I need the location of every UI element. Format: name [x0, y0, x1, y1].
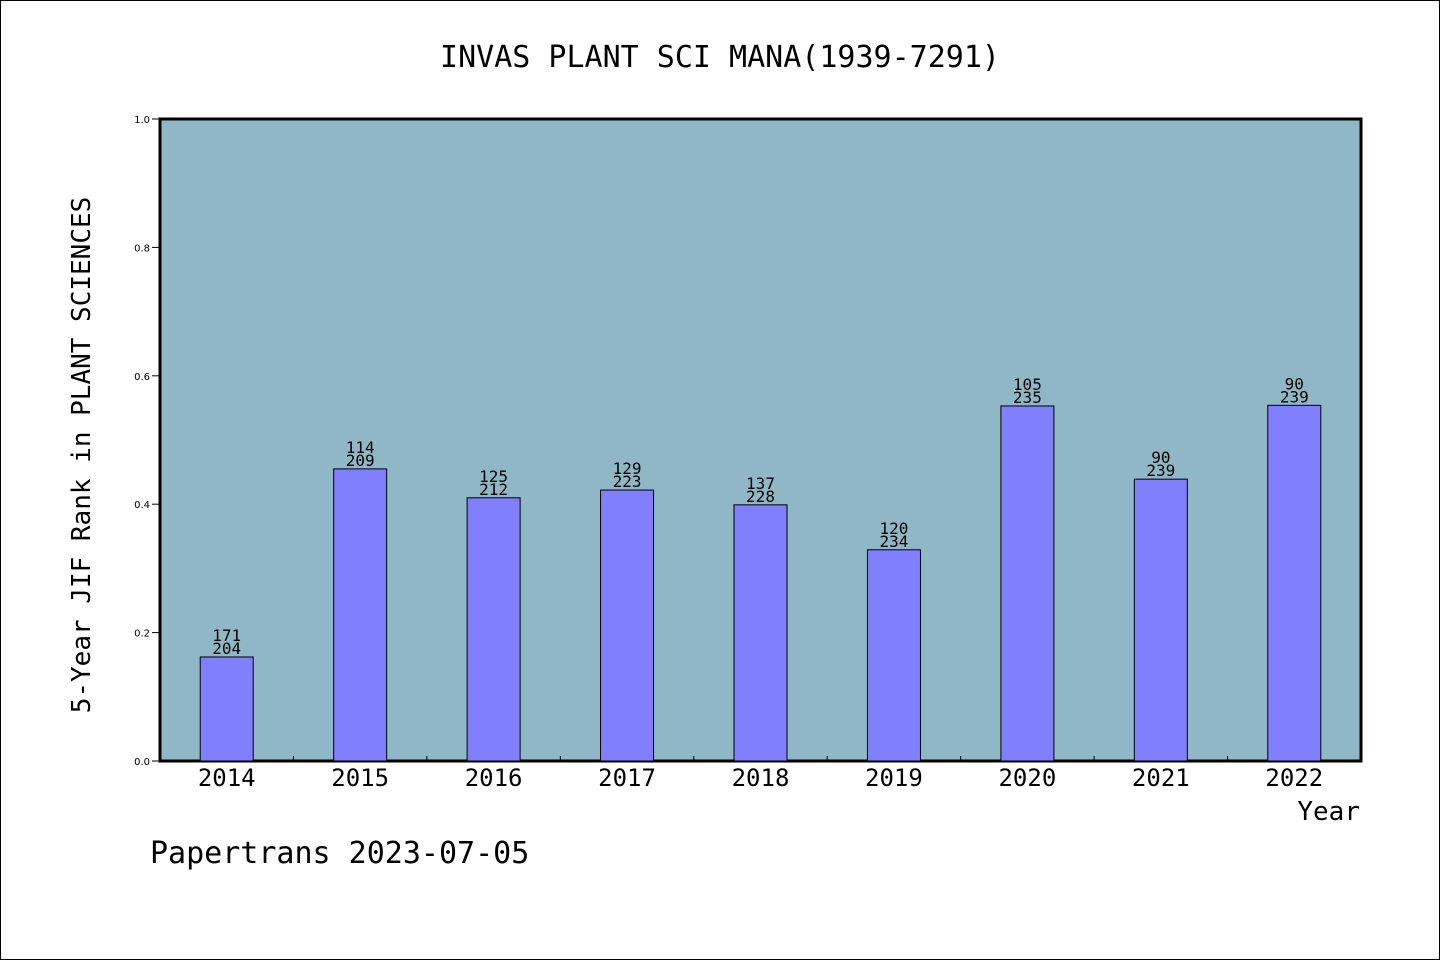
bar-rank-label: 120: [879, 519, 908, 538]
x-tick-label: 2015: [331, 764, 389, 792]
bar-rank-label: 125: [479, 467, 508, 486]
bar-rank-label: 90: [1151, 448, 1170, 467]
bar-total-label: 228: [746, 487, 775, 506]
footer-credit: Papertrans 2023-07-05: [150, 836, 529, 871]
bar-rank-label: 105: [1013, 375, 1042, 394]
bar-2022: [1267, 404, 1322, 762]
x-tick-label: 2022: [1265, 764, 1323, 792]
bar-total-label: 209: [346, 451, 375, 470]
y-tick-label: 0.2: [134, 629, 150, 640]
x-tick-label: 2014: [198, 764, 256, 792]
bar-2019: [866, 549, 921, 762]
bar-rank-label: 90: [1285, 374, 1304, 393]
bar-total-label: 204: [212, 639, 241, 658]
bar-total-label: 223: [613, 472, 642, 491]
x-tick-label: 2019: [865, 764, 923, 792]
x-tick-label: 2020: [998, 764, 1056, 792]
bar-total-label: 239: [1280, 387, 1309, 406]
bar-2021: [1133, 478, 1188, 762]
bar-2018: [733, 504, 788, 762]
x-axis-label: Year: [1297, 797, 1360, 827]
bar-2016: [466, 497, 521, 762]
chart-title: INVAS PLANT SCI MANA(1939-7291): [440, 40, 1000, 75]
y-axis-label: 5-Year JIF Rank in PLANT SCIENCES: [67, 197, 97, 714]
bar-2017: [600, 489, 655, 762]
y-axis: 0.0 0.2 0.4 0.6 0.8 1.0: [134, 115, 160, 768]
bars-group: [199, 404, 1322, 762]
x-tick-label: 2021: [1132, 764, 1190, 792]
bar-2015: [333, 468, 388, 762]
bar-2020: [1000, 405, 1055, 762]
bar-rank-label: 137: [746, 474, 775, 493]
bar-rank-label: 114: [346, 438, 375, 457]
bar-total-label: 239: [1146, 461, 1175, 480]
x-tick-label: 2017: [598, 764, 656, 792]
y-tick-label: 0.0: [134, 757, 150, 768]
y-tick-label: 1.0: [134, 115, 150, 126]
y-tick-label: 0.8: [134, 243, 150, 254]
x-tick-label: 2016: [465, 764, 523, 792]
bar-total-label: 212: [479, 480, 508, 499]
y-tick-label: 0.4: [134, 500, 150, 511]
x-tick-label: 2018: [732, 764, 790, 792]
x-axis: 2014 2015 2016 2017 2018 2019 2020 2021 2022: [198, 756, 1323, 792]
bar-total-label: 234: [879, 532, 908, 551]
bar-total-label: 235: [1013, 388, 1042, 407]
bar-rank-label: 171: [212, 626, 241, 645]
bar-2014: [199, 656, 254, 762]
bar-rank-label: 129: [613, 459, 642, 478]
y-tick-label: 0.6: [134, 372, 150, 383]
